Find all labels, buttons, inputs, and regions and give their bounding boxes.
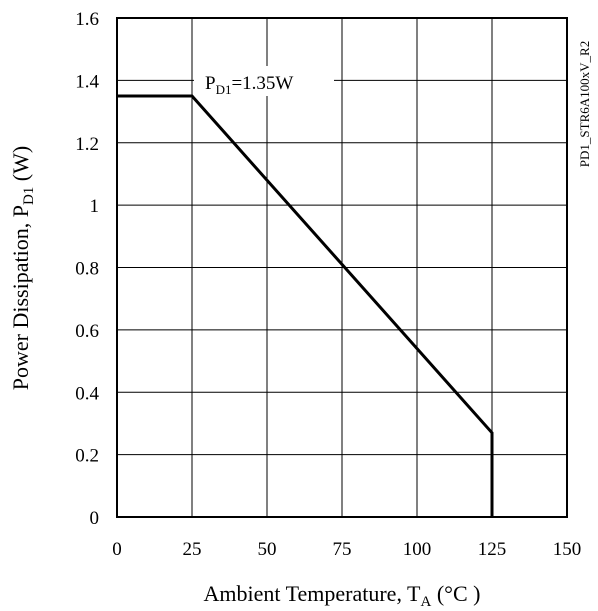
figure-reference-label: PD1_STR6A100xV_R2	[577, 41, 592, 167]
annotation-label: PD1=1.35W	[205, 73, 293, 97]
x-tick-label: 125	[478, 539, 507, 560]
y-axis-title: Power Dissipation, PD1 (W)	[8, 146, 37, 390]
plot-frame	[116, 17, 568, 518]
x-tick-label: 50	[258, 539, 277, 560]
y-tick-label: 0	[90, 508, 100, 529]
y-tick-labels: 0 0.2 0.4 0.6 0.8 1 1.2 1.4 1.6	[75, 9, 99, 529]
y-tick-label: 1.4	[75, 71, 99, 92]
x-tick-label: 100	[403, 539, 432, 560]
annotation-background	[194, 66, 334, 96]
y-tick-label: 1	[90, 196, 100, 217]
x-tick-labels: 0 25 50 75 100 125 150	[112, 539, 581, 560]
x-tick-label: 25	[183, 539, 202, 560]
x-tick-label: 0	[112, 539, 122, 560]
y-tick-label: 1.6	[75, 9, 99, 30]
x-tick-label: 75	[333, 539, 352, 560]
x-tick-label: 150	[553, 539, 582, 560]
y-tick-label: 1.2	[75, 134, 99, 155]
y-tick-label: 0.8	[75, 259, 99, 280]
series-line	[117, 94, 494, 517]
y-tick-label: 0.6	[75, 321, 99, 342]
y-tick-label: 0.2	[75, 446, 99, 467]
y-tick-label: 0.4	[75, 383, 99, 404]
x-axis-title: Ambient Temperature, TA (°C )	[204, 581, 481, 610]
grid-lines	[117, 18, 567, 517]
